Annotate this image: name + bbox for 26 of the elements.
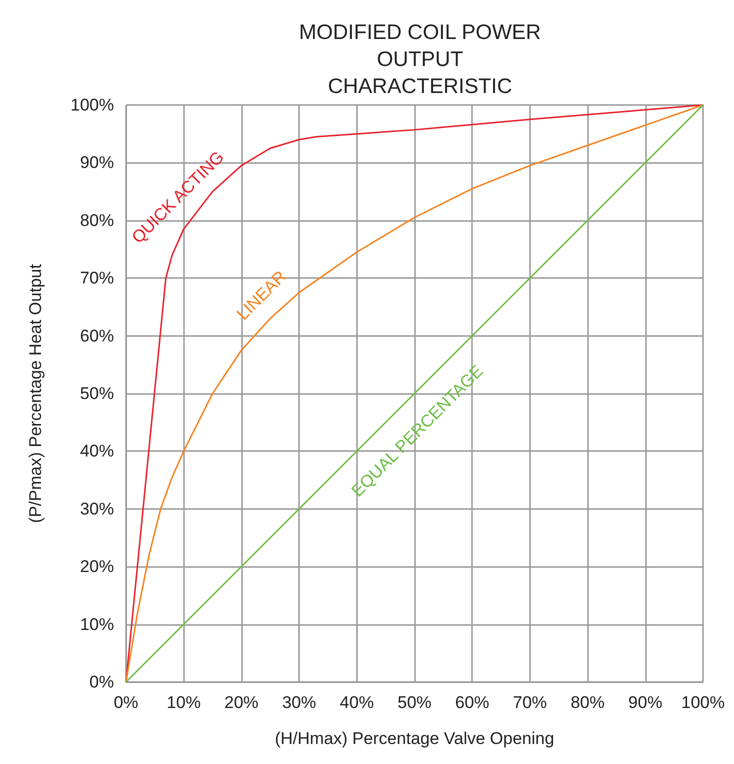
- line-series: [125, 104, 704, 683]
- x-tick-label: 20%: [224, 693, 258, 712]
- x-tick-label: 100%: [681, 693, 725, 712]
- x-tick-label: 80%: [570, 693, 605, 712]
- y-tick-label: 30%: [80, 499, 114, 518]
- x-tick-label: 30%: [282, 693, 316, 712]
- y-tick-label: 10%: [80, 614, 114, 634]
- y-tick-label: 80%: [80, 210, 114, 230]
- y-tick-label: 0%: [89, 672, 114, 692]
- x-tick-label: 0%: [114, 693, 138, 712]
- y-tick-label: 90%: [80, 153, 114, 172]
- x-axis-title: (H/Hmax) Percentage Valve Opening: [274, 729, 554, 748]
- y-tick-label: 60%: [80, 326, 114, 346]
- x-tick-label: 40%: [340, 693, 374, 712]
- x-tick-label: 90%: [628, 693, 662, 712]
- y-tick-label: 100%: [70, 96, 114, 114]
- y-tick-label: 20%: [80, 557, 114, 576]
- y-tick-label: 50%: [80, 384, 114, 403]
- chart-title: MODIFIED COIL POWER OUTPUT CHARACTERISTIC: [299, 21, 541, 98]
- y-tick-label: 40%: [80, 442, 114, 461]
- x-tick-label: 10%: [166, 693, 201, 712]
- x-tick-label: 70%: [512, 693, 547, 712]
- x-tick-label: 50%: [397, 693, 432, 712]
- y-axis-title: (P/Pmax) Percentage Heat Output: [26, 264, 45, 523]
- y-tick-label: 70%: [80, 268, 114, 288]
- x-tick-label: 60%: [455, 693, 490, 712]
